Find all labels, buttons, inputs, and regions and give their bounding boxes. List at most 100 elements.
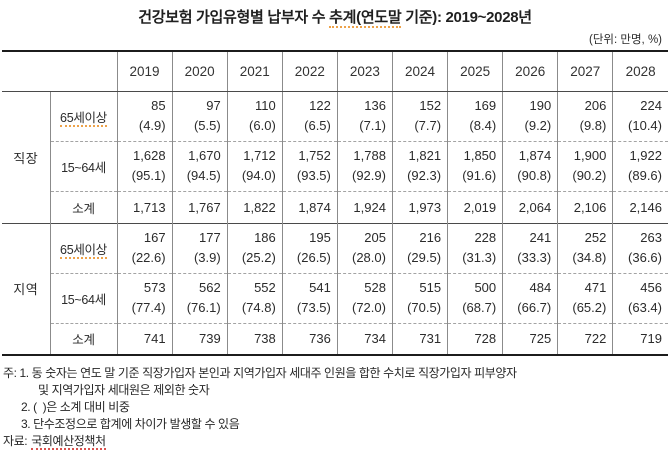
- value-cell: 1,874: [281, 190, 338, 223]
- percent-value: (70.5): [407, 300, 442, 315]
- value-cell: 1,874 (90.8): [502, 140, 558, 191]
- unit-note: (단위: 만명, %): [589, 34, 662, 46]
- row-label: 15~64세: [49, 272, 117, 323]
- percent-value: (6.0): [249, 118, 276, 133]
- year-header-cell: 2027: [557, 51, 613, 92]
- note-line: 주: 1. 동 숫자는 연도 말 기준 직장가입자 본인과 지역가입자 세대주 …: [3, 366, 517, 380]
- count-value: 252: [584, 230, 607, 245]
- value-cell: 725: [502, 322, 558, 355]
- year-header-cell: 2020: [171, 51, 228, 92]
- percent-value: (7.7): [414, 118, 442, 133]
- year-header-cell: 2028: [612, 51, 668, 92]
- year-header-cell: 2023: [336, 51, 393, 92]
- value-cell: 552 (74.8): [226, 272, 283, 323]
- value-cell: 224 (10.4): [612, 91, 668, 141]
- value-cell: 186 (25.2): [226, 222, 283, 273]
- count-value: 1,788: [353, 148, 386, 163]
- value-cell: 190 (9.2): [502, 91, 558, 141]
- value-cell: 573 (77.4): [116, 272, 173, 323]
- table-corner-cell: [2, 51, 117, 92]
- table-row: 15~64세 1,628 (95.1) 1,670 (94.5) 1,712 (94.0) 1…: [2, 140, 668, 191]
- percent-value: (3.9): [193, 250, 221, 265]
- year-header-cell: 2021: [226, 51, 283, 92]
- source-org: 국회예산정책처: [31, 434, 106, 450]
- count-value: 97: [206, 98, 221, 113]
- table-row: 소계 1,713 1,767 1,822 1,874 1,924 1,973 2,019 2,0…: [2, 190, 668, 223]
- count-value: 206: [584, 98, 607, 113]
- year-header-cell: 2026: [502, 51, 558, 92]
- percent-value: (29.5): [407, 250, 442, 265]
- count-value: 169: [474, 98, 497, 113]
- percent-value: (91.6): [462, 168, 497, 183]
- value-cell: 1,788 (92.9): [336, 140, 393, 191]
- title-text-post: 기준): 2019~2028년: [401, 9, 532, 26]
- count-value: 122: [309, 98, 331, 113]
- value-cell: 122 (6.5): [281, 91, 338, 141]
- count-value: 1,670: [188, 148, 221, 163]
- value-cell: 85 (4.9): [116, 91, 173, 141]
- percent-value: (92.9): [352, 168, 386, 183]
- page-title: 건강보험 가입유형별 납부자 수 추계(연도말 기준): 2019~2028년: [2, 7, 668, 29]
- value-cell: 169 (8.4): [447, 91, 503, 141]
- value-cell: 1,900 (90.2): [557, 140, 613, 191]
- count-value: 152: [419, 98, 442, 113]
- count-value: 190: [529, 98, 552, 113]
- value-cell: 484 (66.7): [502, 272, 558, 323]
- note-line: 2. ( )은 소계 대비 비중: [21, 400, 130, 414]
- row-label: 소계: [49, 322, 117, 355]
- percent-value: (89.6): [628, 168, 662, 183]
- value-cell: 1,973: [391, 190, 448, 223]
- percent-value: (66.7): [517, 300, 552, 315]
- percent-value: (31.3): [462, 250, 497, 265]
- value-cell: 1,924: [336, 190, 393, 223]
- group-label: 직장: [13, 150, 39, 166]
- table-row: 15~64세 573 (77.4) 562 (76.1) 552 (74.8) 541 (73.…: [2, 272, 668, 323]
- count-value: 136: [364, 98, 386, 113]
- value-cell: 195 (26.5): [281, 222, 338, 273]
- value-cell: 562 (76.1): [171, 272, 228, 323]
- value-cell: 722: [557, 322, 613, 355]
- value-cell: 97 (5.5): [171, 91, 228, 141]
- percent-value: (6.5): [304, 118, 331, 133]
- percent-value: (22.6): [131, 250, 166, 265]
- value-cell: 177 (3.9): [171, 222, 228, 273]
- value-cell: 456 (63.4): [612, 272, 668, 323]
- value-cell: 719: [612, 322, 668, 355]
- value-cell: 2,019: [447, 190, 503, 223]
- value-cell: 1,850 (91.6): [447, 140, 503, 191]
- percent-value: (73.5): [296, 300, 331, 315]
- value-cell: 1,712 (94.0): [226, 140, 283, 191]
- value-cell: 2,064: [502, 190, 558, 223]
- percent-value: (95.1): [131, 168, 166, 183]
- count-value: 224: [640, 98, 662, 113]
- source-line: 자료: 국회예산정책처: [2, 433, 668, 450]
- percent-value: (74.8): [241, 300, 276, 315]
- percent-value: (8.4): [469, 118, 497, 133]
- count-value: 1,628: [133, 148, 166, 163]
- percent-value: (94.0): [241, 168, 276, 183]
- percent-value: (26.5): [296, 250, 331, 265]
- title-text-pre: 건강보험 가입유형별 납부자 수: [138, 9, 330, 26]
- group-label: 지역: [2, 222, 50, 355]
- count-value: 500: [474, 280, 497, 295]
- value-cell: 167 (22.6): [116, 222, 173, 273]
- percent-value: (34.8): [572, 250, 607, 265]
- count-value: 228: [474, 230, 497, 245]
- count-value: 1,752: [298, 148, 331, 163]
- year-header-cell: 2019: [116, 51, 173, 92]
- value-cell: 228 (31.3): [447, 222, 503, 273]
- value-cell: 728: [447, 322, 503, 355]
- footnotes: 주: 1. 동 숫자는 연도 말 기준 직장가입자 본인과 지역가입자 세대주 …: [2, 365, 668, 450]
- count-value: 471: [584, 280, 607, 295]
- table-row: 소계 741 739 738 736 734 731 728 725 722 719: [2, 322, 668, 355]
- count-value: 562: [198, 280, 221, 295]
- year-header-cell: 2024: [391, 51, 448, 92]
- value-cell: 1,752 (93.5): [281, 140, 338, 191]
- count-value: 1,900: [573, 148, 607, 163]
- table-row: 직장 65세이상 85 (4.9) 97 (5.5) 110 (6.0) 122 (6.5) 136…: [2, 91, 668, 166]
- percent-value: (90.2): [572, 168, 607, 183]
- year-header-cell: 2022: [281, 51, 338, 92]
- count-value: 216: [419, 230, 442, 245]
- value-cell: 1,767: [171, 190, 228, 223]
- note-line: 및 지역가입자 세대원은 제외한 숫자: [38, 383, 210, 397]
